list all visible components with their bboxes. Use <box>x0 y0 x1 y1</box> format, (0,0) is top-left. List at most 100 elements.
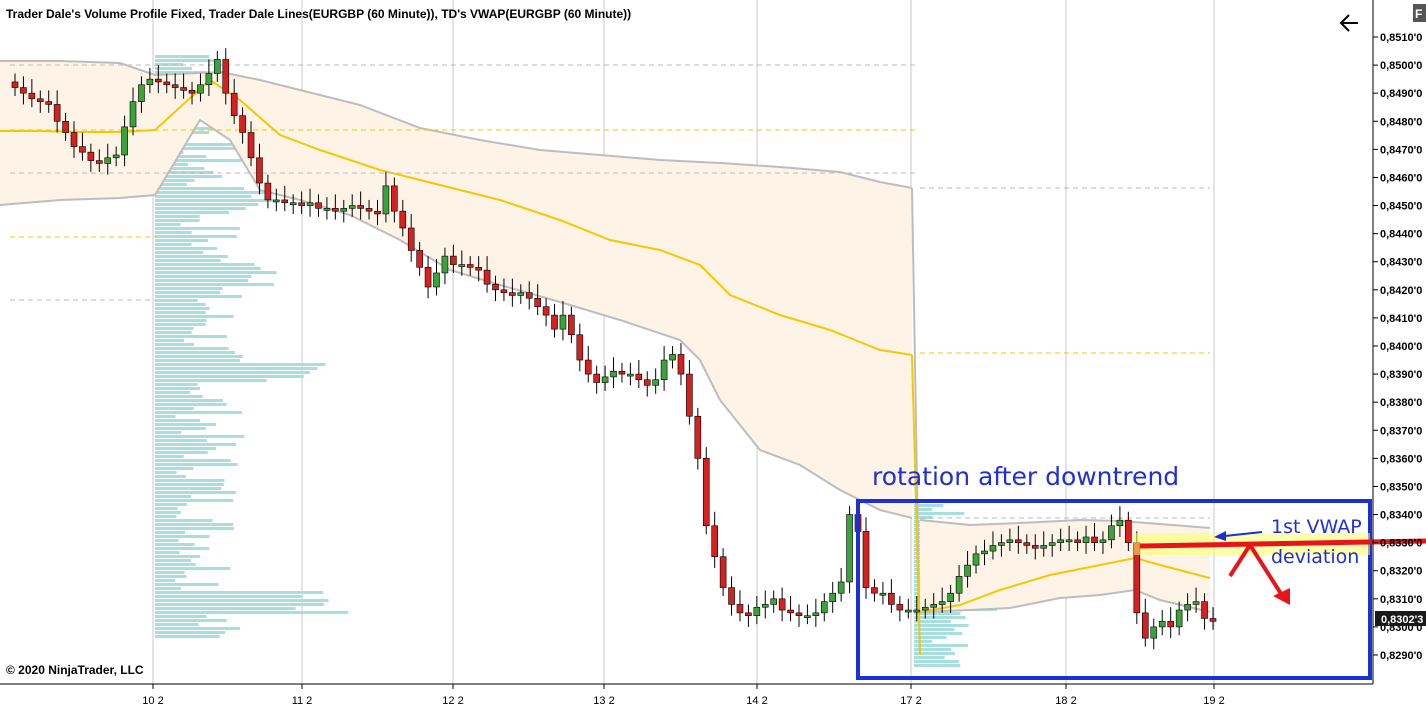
vwap-upper-band-2 <box>919 518 1211 529</box>
candle-bear <box>357 205 364 209</box>
profile-bar <box>155 463 238 466</box>
profile-bar <box>155 459 231 462</box>
profile-bar <box>155 191 267 194</box>
profile-bar <box>155 387 201 390</box>
candle-bear <box>525 292 533 299</box>
candle-bull <box>921 606 929 611</box>
candle-bull <box>913 609 921 613</box>
candle-bull <box>1099 539 1107 543</box>
candle-bull <box>121 126 128 156</box>
profile-bar <box>914 512 965 515</box>
candle-bear <box>70 132 78 147</box>
profile-bar <box>155 611 348 614</box>
candle-bear <box>399 210 407 229</box>
profile-bar <box>155 483 224 486</box>
vwap-center-line <box>0 78 913 356</box>
profile-bar <box>155 491 236 494</box>
candle-bear <box>171 84 179 88</box>
candle-bull <box>938 601 946 605</box>
profile-bar <box>155 403 227 406</box>
candle-bull <box>998 542 1005 546</box>
profile-bar <box>155 531 186 534</box>
candle-bull <box>517 292 525 296</box>
profile-bar <box>155 159 242 162</box>
profile-bar <box>155 351 236 354</box>
profile-bar <box>155 67 193 70</box>
x-axis: 10 2 11 2 12 2 13 2 14 2 17 2 18 2 19 2 <box>142 684 1225 707</box>
profile-bar <box>155 623 199 626</box>
profile-bar <box>155 567 231 570</box>
profile-bar <box>155 495 192 498</box>
candle-bear <box>416 250 423 268</box>
candle-bull <box>382 185 390 215</box>
profile-bar <box>155 527 235 530</box>
candle-bull <box>660 359 668 381</box>
profile-bar <box>155 227 240 230</box>
vwap-lower-band-2 <box>919 588 1211 613</box>
candle-bear <box>239 115 246 133</box>
profile-bar <box>155 507 178 510</box>
x-tick-label: 11 2 <box>292 695 313 707</box>
vwap-lower-band <box>0 118 913 519</box>
candle-bull <box>669 354 676 361</box>
candle-bear <box>534 297 541 307</box>
profile-bar <box>155 479 225 482</box>
candle-bear <box>618 370 626 375</box>
candle-bear <box>1167 620 1174 628</box>
candle-bull <box>340 208 348 212</box>
profile-bar <box>155 155 207 158</box>
profile-bar <box>155 559 192 562</box>
profile-bar <box>155 323 206 326</box>
candle-bear <box>20 87 27 94</box>
profile-bar <box>155 71 207 74</box>
candle-bear <box>862 531 870 588</box>
candle-bull <box>289 202 297 206</box>
y-tick-label: 0,8440'0 <box>1380 229 1422 241</box>
vwap-upper-band <box>0 60 913 189</box>
profile-bar <box>155 303 206 306</box>
profile-bar <box>155 283 274 286</box>
candle-bull <box>972 553 980 566</box>
candle-bear <box>1015 539 1022 543</box>
candle-bull <box>1040 545 1048 549</box>
annotations: rotation after downtrend 1st VWAP deviat… <box>856 462 1426 680</box>
candle-bull <box>441 255 449 274</box>
profile-bar <box>155 543 195 546</box>
profile-bar <box>155 583 219 586</box>
profile-bar <box>155 467 194 470</box>
profile-bar <box>155 311 206 314</box>
vwap-center-line-2 <box>919 556 1211 613</box>
x-tick-label: 19 2 <box>1203 695 1224 707</box>
profile-bar <box>155 563 196 566</box>
profile-bar <box>914 628 955 631</box>
profile-bar <box>914 656 945 659</box>
profile-bar <box>155 175 223 178</box>
y-axis: 0,8510'0 0,8500'0 0,8490'0 0,8480'0 0,8470'0… <box>1373 32 1422 662</box>
y-tick-label: 0,8310'0 <box>1380 594 1422 606</box>
arrow-left-icon[interactable] <box>1336 10 1362 34</box>
y-tick-label: 0,8330'0 <box>1380 538 1422 550</box>
profile-bar <box>155 627 241 630</box>
candle-bear <box>298 202 305 206</box>
y-tick-label: 0,8290'0 <box>1380 650 1422 662</box>
candle-bear <box>45 101 53 105</box>
candle-bear <box>407 227 415 251</box>
last-price-label: 0,8302'3 <box>1381 614 1423 626</box>
y-tick-label: 0,8480'0 <box>1380 116 1422 128</box>
profile-bar <box>155 599 329 602</box>
profile-bar <box>155 203 259 206</box>
corner-badge[interactable]: F <box>1413 4 1426 22</box>
profile-bar <box>155 607 296 610</box>
candle-bear <box>896 604 904 611</box>
candle-bull <box>1006 539 1014 543</box>
candle-bear <box>635 373 643 381</box>
candle-bull <box>433 272 440 288</box>
profile-bar <box>155 575 187 578</box>
candle-bull <box>989 545 997 552</box>
profile-bar <box>155 579 176 582</box>
candle-bull <box>804 615 811 618</box>
profile-bar <box>914 616 966 619</box>
candle-bear <box>180 87 187 91</box>
